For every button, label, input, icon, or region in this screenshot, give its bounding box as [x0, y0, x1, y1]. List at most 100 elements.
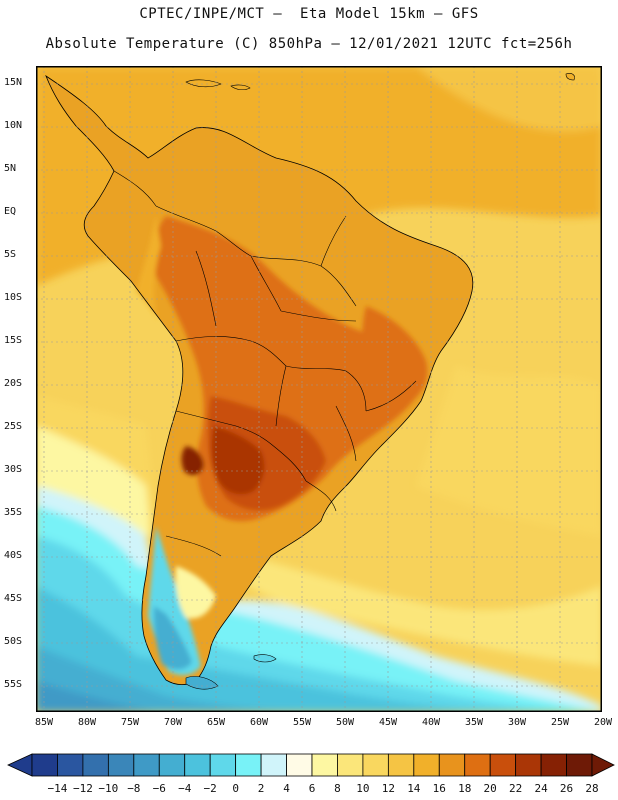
colorbar-label: −4	[178, 782, 192, 795]
field-west-cream	[36, 426, 151, 536]
colorbar-label: 12	[381, 782, 395, 795]
colorbar-label: −12	[72, 782, 93, 795]
colorbar-swatch-12	[337, 753, 364, 777]
lon-label-25w: 25W	[550, 717, 570, 728]
colorbar-swatch-19	[515, 753, 542, 777]
colorbar-swatch-13	[362, 753, 389, 777]
lat-label-eq: EQ	[4, 206, 17, 217]
coastline	[45, 74, 474, 686]
lat-label-15s: 15S	[4, 335, 23, 346]
lon-label-55w: 55W	[292, 717, 312, 728]
lon-label-75w: 75W	[120, 717, 140, 728]
colorbar-swatch-21	[566, 753, 593, 777]
colorbar-swatch-14	[387, 753, 415, 777]
map-border	[36, 66, 602, 712]
field-east-yellow	[416, 366, 602, 536]
colorbar-label: −14	[47, 782, 68, 795]
colorbar-label: 22	[509, 782, 523, 795]
temperature-map	[36, 66, 602, 712]
country-borders	[113, 170, 417, 557]
colorbar-swatch-3	[107, 753, 135, 777]
land-very-hot	[211, 426, 265, 495]
colorbar-swatch-6	[184, 753, 211, 777]
colorbar-swatch-10	[286, 753, 313, 777]
land-andes-cool	[136, 216, 161, 321]
lon-label-80w: 80W	[77, 717, 97, 728]
lon-label-20w: 20W	[593, 717, 613, 728]
colorbar-label: 28	[585, 782, 599, 795]
island-caribbean-2	[230, 84, 251, 91]
lon-label-35w: 35W	[464, 717, 484, 728]
island-caribbean-3	[565, 73, 575, 81]
field-cold-4	[36, 586, 536, 712]
colorbar-swatch-5	[158, 753, 186, 777]
colorbar-label: 6	[308, 782, 316, 795]
lat-label-10n: 10N	[4, 120, 23, 131]
colorbar-label: 10	[356, 782, 370, 795]
lat-label-25s: 25S	[4, 421, 23, 432]
colorbar-label: 2	[257, 782, 265, 795]
colorbar-swatch-17	[464, 753, 491, 777]
land-ne-warm	[362, 306, 428, 407]
colorbar-swatch-7	[209, 753, 237, 777]
colorbar-min-arrow	[7, 753, 33, 777]
colorbar-label: 0	[232, 782, 239, 795]
lat-label-45s: 45S	[4, 593, 23, 604]
colorbar-swatch-20	[540, 753, 567, 777]
lon-label-45w: 45W	[378, 717, 398, 728]
lat-label-15n: 15N	[4, 77, 23, 88]
colorbar-label: 16	[432, 782, 446, 795]
chart-title-line-2: Absolute Temperature (C) 850hPa – 12/01/…	[45, 36, 573, 52]
lat-label-50s: 50S	[4, 636, 23, 647]
lon-label-30w: 30W	[507, 717, 527, 728]
graticule	[36, 66, 602, 712]
lat-label-40s: 40S	[4, 550, 23, 561]
colorbar-swatch-11	[311, 753, 338, 777]
colorbar-swatch-16	[438, 753, 466, 777]
chart-title-line-1: CPTEC/INPE/MCT – Eta Model 15km – GFS	[139, 6, 479, 22]
continent-land	[45, 73, 575, 690]
colorbar-label: −8	[127, 782, 141, 795]
land-max	[181, 446, 204, 476]
colorbar-label: 8	[334, 782, 341, 795]
colorbar-max-arrow	[591, 753, 615, 777]
lat-label-30s: 30S	[4, 464, 23, 475]
colorbar-label: 14	[407, 782, 421, 795]
colorbar-label: 20	[483, 782, 497, 795]
lon-label-60w: 60W	[249, 717, 269, 728]
field-cold-5	[36, 646, 316, 712]
colorbar-label: −2	[203, 782, 217, 795]
colorbar-swatch-1	[57, 753, 84, 777]
colorbar-swatch-18	[489, 753, 517, 777]
lon-label-85w: 85W	[34, 717, 54, 728]
lon-label-70w: 70W	[163, 717, 183, 728]
colorbar-swatch-9	[260, 753, 287, 777]
colorbar-label: 26	[559, 782, 574, 795]
field-south-pale	[156, 536, 602, 666]
lat-label-5n: 5N	[4, 163, 17, 174]
colorbar-label: −10	[98, 782, 119, 795]
lat-label-55s: 55S	[4, 679, 23, 690]
colorbar-swatch-8	[235, 753, 262, 777]
field-cold-6	[36, 681, 156, 712]
land-patagonia-cream	[175, 566, 216, 619]
colorbar-swatch-4	[133, 753, 160, 777]
field-north-warm2	[416, 66, 602, 132]
island-falklands	[253, 654, 277, 663]
colorbar-swatch-2	[82, 753, 109, 777]
colorbar-swatch-15	[413, 753, 440, 777]
lat-label-10s: 10S	[4, 292, 23, 303]
lat-label-5s: 5S	[4, 249, 17, 260]
lat-label-35s: 35S	[4, 507, 23, 518]
colorbar-label: 18	[458, 782, 472, 795]
lat-label-20s: 20S	[4, 378, 23, 389]
colorbar-label: 4	[283, 782, 290, 795]
lon-label-50w: 50W	[335, 717, 355, 728]
map-canvas	[36, 66, 602, 712]
colorbar	[7, 753, 615, 777]
lon-label-65w: 65W	[206, 717, 226, 728]
lon-label-40w: 40W	[421, 717, 441, 728]
colorbar-label: 24	[534, 782, 548, 795]
colorbar-label: −6	[152, 782, 166, 795]
colorbar-swatch-0	[31, 753, 58, 777]
